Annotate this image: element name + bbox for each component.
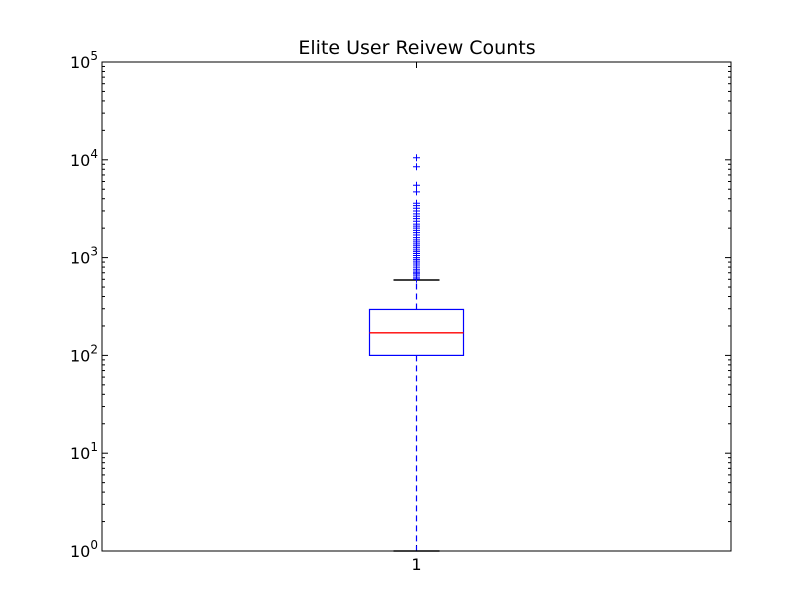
y-tick-label: 105 <box>70 49 98 72</box>
y-tick-exponent: 2 <box>90 342 98 356</box>
y-tick-exponent: 4 <box>90 147 98 161</box>
y-tick-base: 10 <box>70 249 90 268</box>
chart-title: Elite User Reivew Counts <box>298 37 535 59</box>
outlier-point <box>413 199 420 207</box>
y-tick-label: 102 <box>70 342 98 365</box>
y-tick-label: 100 <box>70 538 98 561</box>
outlier-point <box>413 154 420 162</box>
y-tick-label: 101 <box>70 440 98 463</box>
y-tick-label: 103 <box>70 245 98 268</box>
y-tick-exponent: 5 <box>90 49 98 63</box>
y-tick-base: 10 <box>70 346 90 365</box>
y-tick-base: 10 <box>70 53 90 72</box>
axes-frame <box>101 61 732 552</box>
y-tick-label: 104 <box>70 147 98 170</box>
x-tick-label: 1 <box>411 555 421 574</box>
outlier-point <box>413 188 420 196</box>
y-tick-exponent: 1 <box>90 440 98 454</box>
outlier-point <box>413 163 420 171</box>
y-tick-exponent: 3 <box>90 245 98 259</box>
y-tick-base: 10 <box>70 151 90 170</box>
y-tick-exponent: 0 <box>90 538 98 552</box>
outlier-point <box>413 181 420 189</box>
y-tick-base: 10 <box>70 542 90 561</box>
y-tick-base: 10 <box>70 444 90 463</box>
